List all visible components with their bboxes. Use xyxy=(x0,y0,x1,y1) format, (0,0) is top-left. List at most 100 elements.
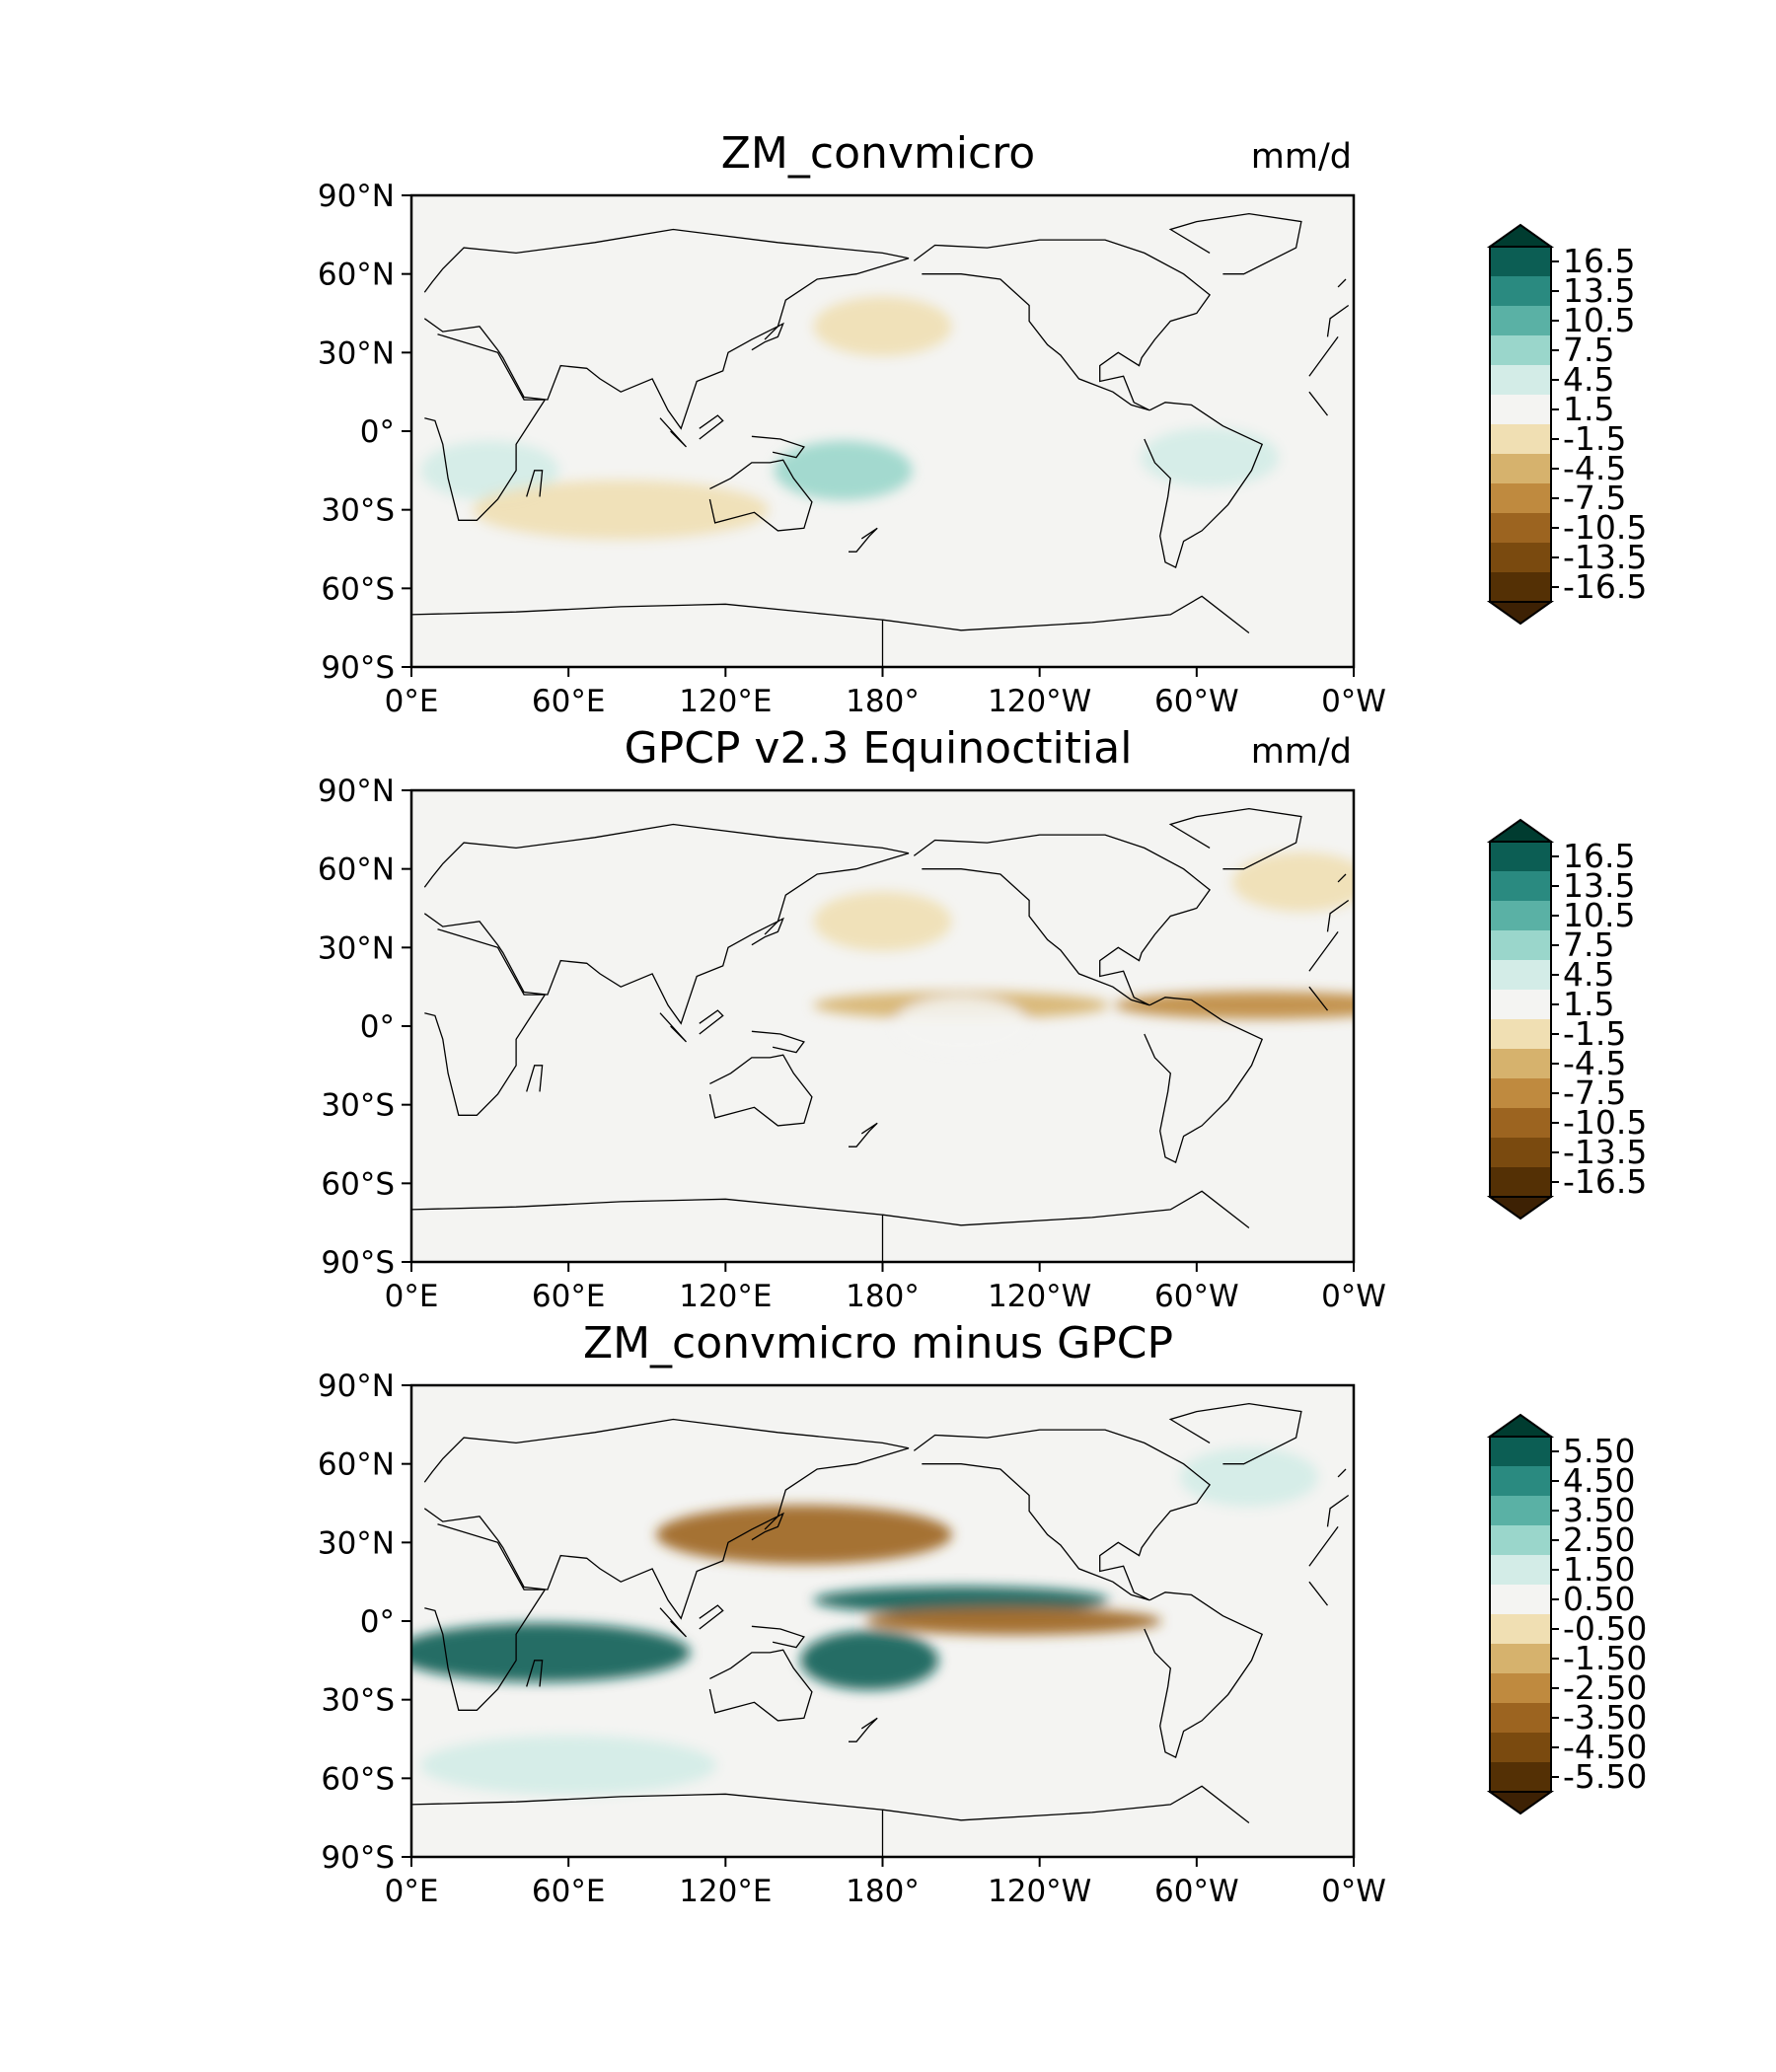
colorbar-segment xyxy=(1490,572,1551,603)
y-tick-label: 30°S xyxy=(321,1683,395,1719)
colorbar-segment xyxy=(1490,483,1551,514)
colorbar-segment xyxy=(1490,424,1551,455)
colorbar-tick-label: 10.5 xyxy=(1563,896,1635,934)
colorbar-segment xyxy=(1490,1108,1551,1139)
x-tick-label: 60°E xyxy=(532,1279,606,1314)
field-feature xyxy=(420,1736,717,1796)
units-label: mm/d xyxy=(1251,137,1352,177)
coast-sumatra xyxy=(659,417,687,448)
colorbar-segment xyxy=(1490,1703,1551,1734)
field-feature xyxy=(813,891,952,951)
coast-africa xyxy=(424,928,1339,1116)
field-feature xyxy=(865,1607,1162,1635)
coast-north-america xyxy=(913,1429,1211,1601)
coast-greenland xyxy=(1168,1402,1302,1465)
colorbar-tick-label: 2.50 xyxy=(1563,1520,1635,1559)
coast-south-america xyxy=(1144,402,1264,569)
coast-new-guinea xyxy=(751,435,805,459)
coast-britain xyxy=(1337,873,1347,883)
coast-africa xyxy=(424,333,1339,521)
y-tick-label: 30°N xyxy=(318,335,395,371)
x-axis: 0°E 60°E 120°E 180° 120°W 60°W 0°W xyxy=(385,1857,1386,1909)
map-panel-difference: ZM_convmicro minus GPCP 0°E 60°E 120°E 180°… xyxy=(318,1318,1648,1909)
colorbar-segment xyxy=(1490,871,1551,902)
coast-australia xyxy=(708,1054,813,1127)
x-tick-label: 60°E xyxy=(532,1874,606,1909)
colorbar-tick-label: -3.50 xyxy=(1563,1698,1647,1737)
field-feature xyxy=(411,1622,691,1682)
colorbar-segment xyxy=(1490,1614,1551,1645)
y-tick-label: 60°N xyxy=(318,852,395,888)
colorbar-frame xyxy=(1489,841,1552,1198)
coastlines xyxy=(411,212,1350,667)
coast-new-zealand xyxy=(849,1122,878,1147)
colorbar-tick-label: -4.5 xyxy=(1563,1044,1626,1082)
coast-south-america xyxy=(1144,997,1264,1164)
colorbar-extend-max xyxy=(1486,223,1555,248)
coast-madagascar xyxy=(526,1660,544,1687)
x-tick-label: 60°W xyxy=(1154,1279,1239,1314)
coast-north-america xyxy=(913,239,1211,411)
field-feature xyxy=(1231,851,1354,912)
colorbar-segment xyxy=(1490,513,1551,544)
y-tick-label: 60°S xyxy=(321,571,395,607)
colorbar-tick-label: 16.5 xyxy=(1563,242,1635,280)
y-tick-label: 0° xyxy=(360,1604,395,1640)
colorbar-tick-label: -13.5 xyxy=(1563,538,1647,576)
coast-eurasia xyxy=(423,228,1350,430)
field-feature xyxy=(813,296,952,356)
y-axis: 90°N 60°N 30°N 0° 30°S 60°S 90°S xyxy=(318,179,411,686)
coast-australia xyxy=(708,1649,813,1722)
x-tick-label: 120°W xyxy=(988,1874,1091,1909)
coast-japan xyxy=(751,322,784,351)
coast-eurasia xyxy=(423,823,1350,1025)
coast-japan xyxy=(751,1512,784,1541)
field-feature xyxy=(892,997,1031,1056)
colorbar-segment xyxy=(1490,1019,1551,1050)
y-tick-label: 60°N xyxy=(318,1447,395,1483)
y-tick-label: 30°S xyxy=(321,1088,395,1124)
y-tick-label: 90°S xyxy=(321,650,395,686)
coastlines xyxy=(411,1402,1350,1857)
units-label: mm/d xyxy=(1251,732,1352,772)
colorbar-tick-label: -10.5 xyxy=(1563,508,1647,547)
colorbar-tick-label: 13.5 xyxy=(1563,271,1635,310)
x-tick-label: 0°E xyxy=(385,1279,439,1314)
field-feature xyxy=(473,480,770,540)
field-feature xyxy=(1114,991,1354,1019)
coast-antarctica xyxy=(411,1785,1250,1857)
colorbar-segment xyxy=(1490,276,1551,307)
colorbar-tick-label: 13.5 xyxy=(1563,866,1635,905)
y-tick-label: 60°N xyxy=(318,258,395,293)
colorbar-segment xyxy=(1490,1733,1551,1763)
colorbar-segment xyxy=(1490,335,1551,366)
colorbar-segment xyxy=(1490,1437,1551,1467)
colorbar-segment xyxy=(1490,1673,1551,1704)
panel-title: ZM_convmicro minus GPCP xyxy=(583,1318,1173,1369)
colorbar-segment xyxy=(1490,1078,1551,1109)
x-tick-label: 60°W xyxy=(1154,1874,1239,1909)
colorbar-tick-label: -13.5 xyxy=(1563,1133,1647,1171)
panel-title: ZM_convmicro xyxy=(721,128,1035,179)
colorbar-tick-label: 1.5 xyxy=(1563,985,1614,1023)
colorbar-extend-min xyxy=(1486,601,1555,626)
y-tick-label: 0° xyxy=(360,1009,395,1045)
colorbar: 16.513.510.57.54.51.5-1.5-4.5-7.5-10.5-1… xyxy=(1486,223,1647,626)
x-tick-label: 180° xyxy=(846,684,920,719)
colorbar-tick-label: 4.5 xyxy=(1563,360,1614,399)
colorbar-segment xyxy=(1490,1496,1551,1526)
coast-new-guinea xyxy=(751,1625,805,1649)
colorbar-segment xyxy=(1490,1525,1551,1556)
colorbar-extend-min xyxy=(1486,1196,1555,1221)
x-tick-label: 0°E xyxy=(385,1874,439,1909)
colorbar-segment xyxy=(1490,454,1551,484)
y-tick-label: 90°N xyxy=(318,179,395,214)
colorbar-tick-label: -7.5 xyxy=(1563,479,1626,517)
colorbar-tick-label: -1.50 xyxy=(1563,1639,1647,1677)
colorbar-frame xyxy=(1489,1436,1552,1793)
colorbar-tick-label: -2.50 xyxy=(1563,1668,1647,1707)
coast-greenland xyxy=(1168,212,1302,275)
map-background xyxy=(411,790,1354,1262)
coastlines xyxy=(411,807,1350,1262)
coast-north-america xyxy=(913,834,1211,1006)
